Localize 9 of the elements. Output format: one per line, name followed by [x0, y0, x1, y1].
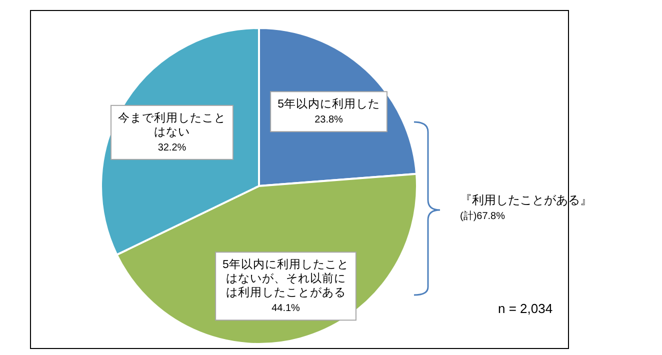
text: n = 2,034	[498, 301, 553, 316]
data-label: 32.2%	[158, 142, 186, 154]
slice-label: 5年以内に利用したことはないが、それ以前には利用したことがある	[222, 258, 349, 300]
slice-label: 5年以内に利用した	[278, 98, 380, 111]
data-label: 44.1%	[272, 303, 300, 314]
slice-label: 今まで利用したことはない	[118, 111, 226, 138]
data-label: 23.8%	[314, 114, 344, 126]
text: 『利用したことがある』	[460, 193, 592, 207]
text: (計)67.8%	[460, 210, 506, 222]
